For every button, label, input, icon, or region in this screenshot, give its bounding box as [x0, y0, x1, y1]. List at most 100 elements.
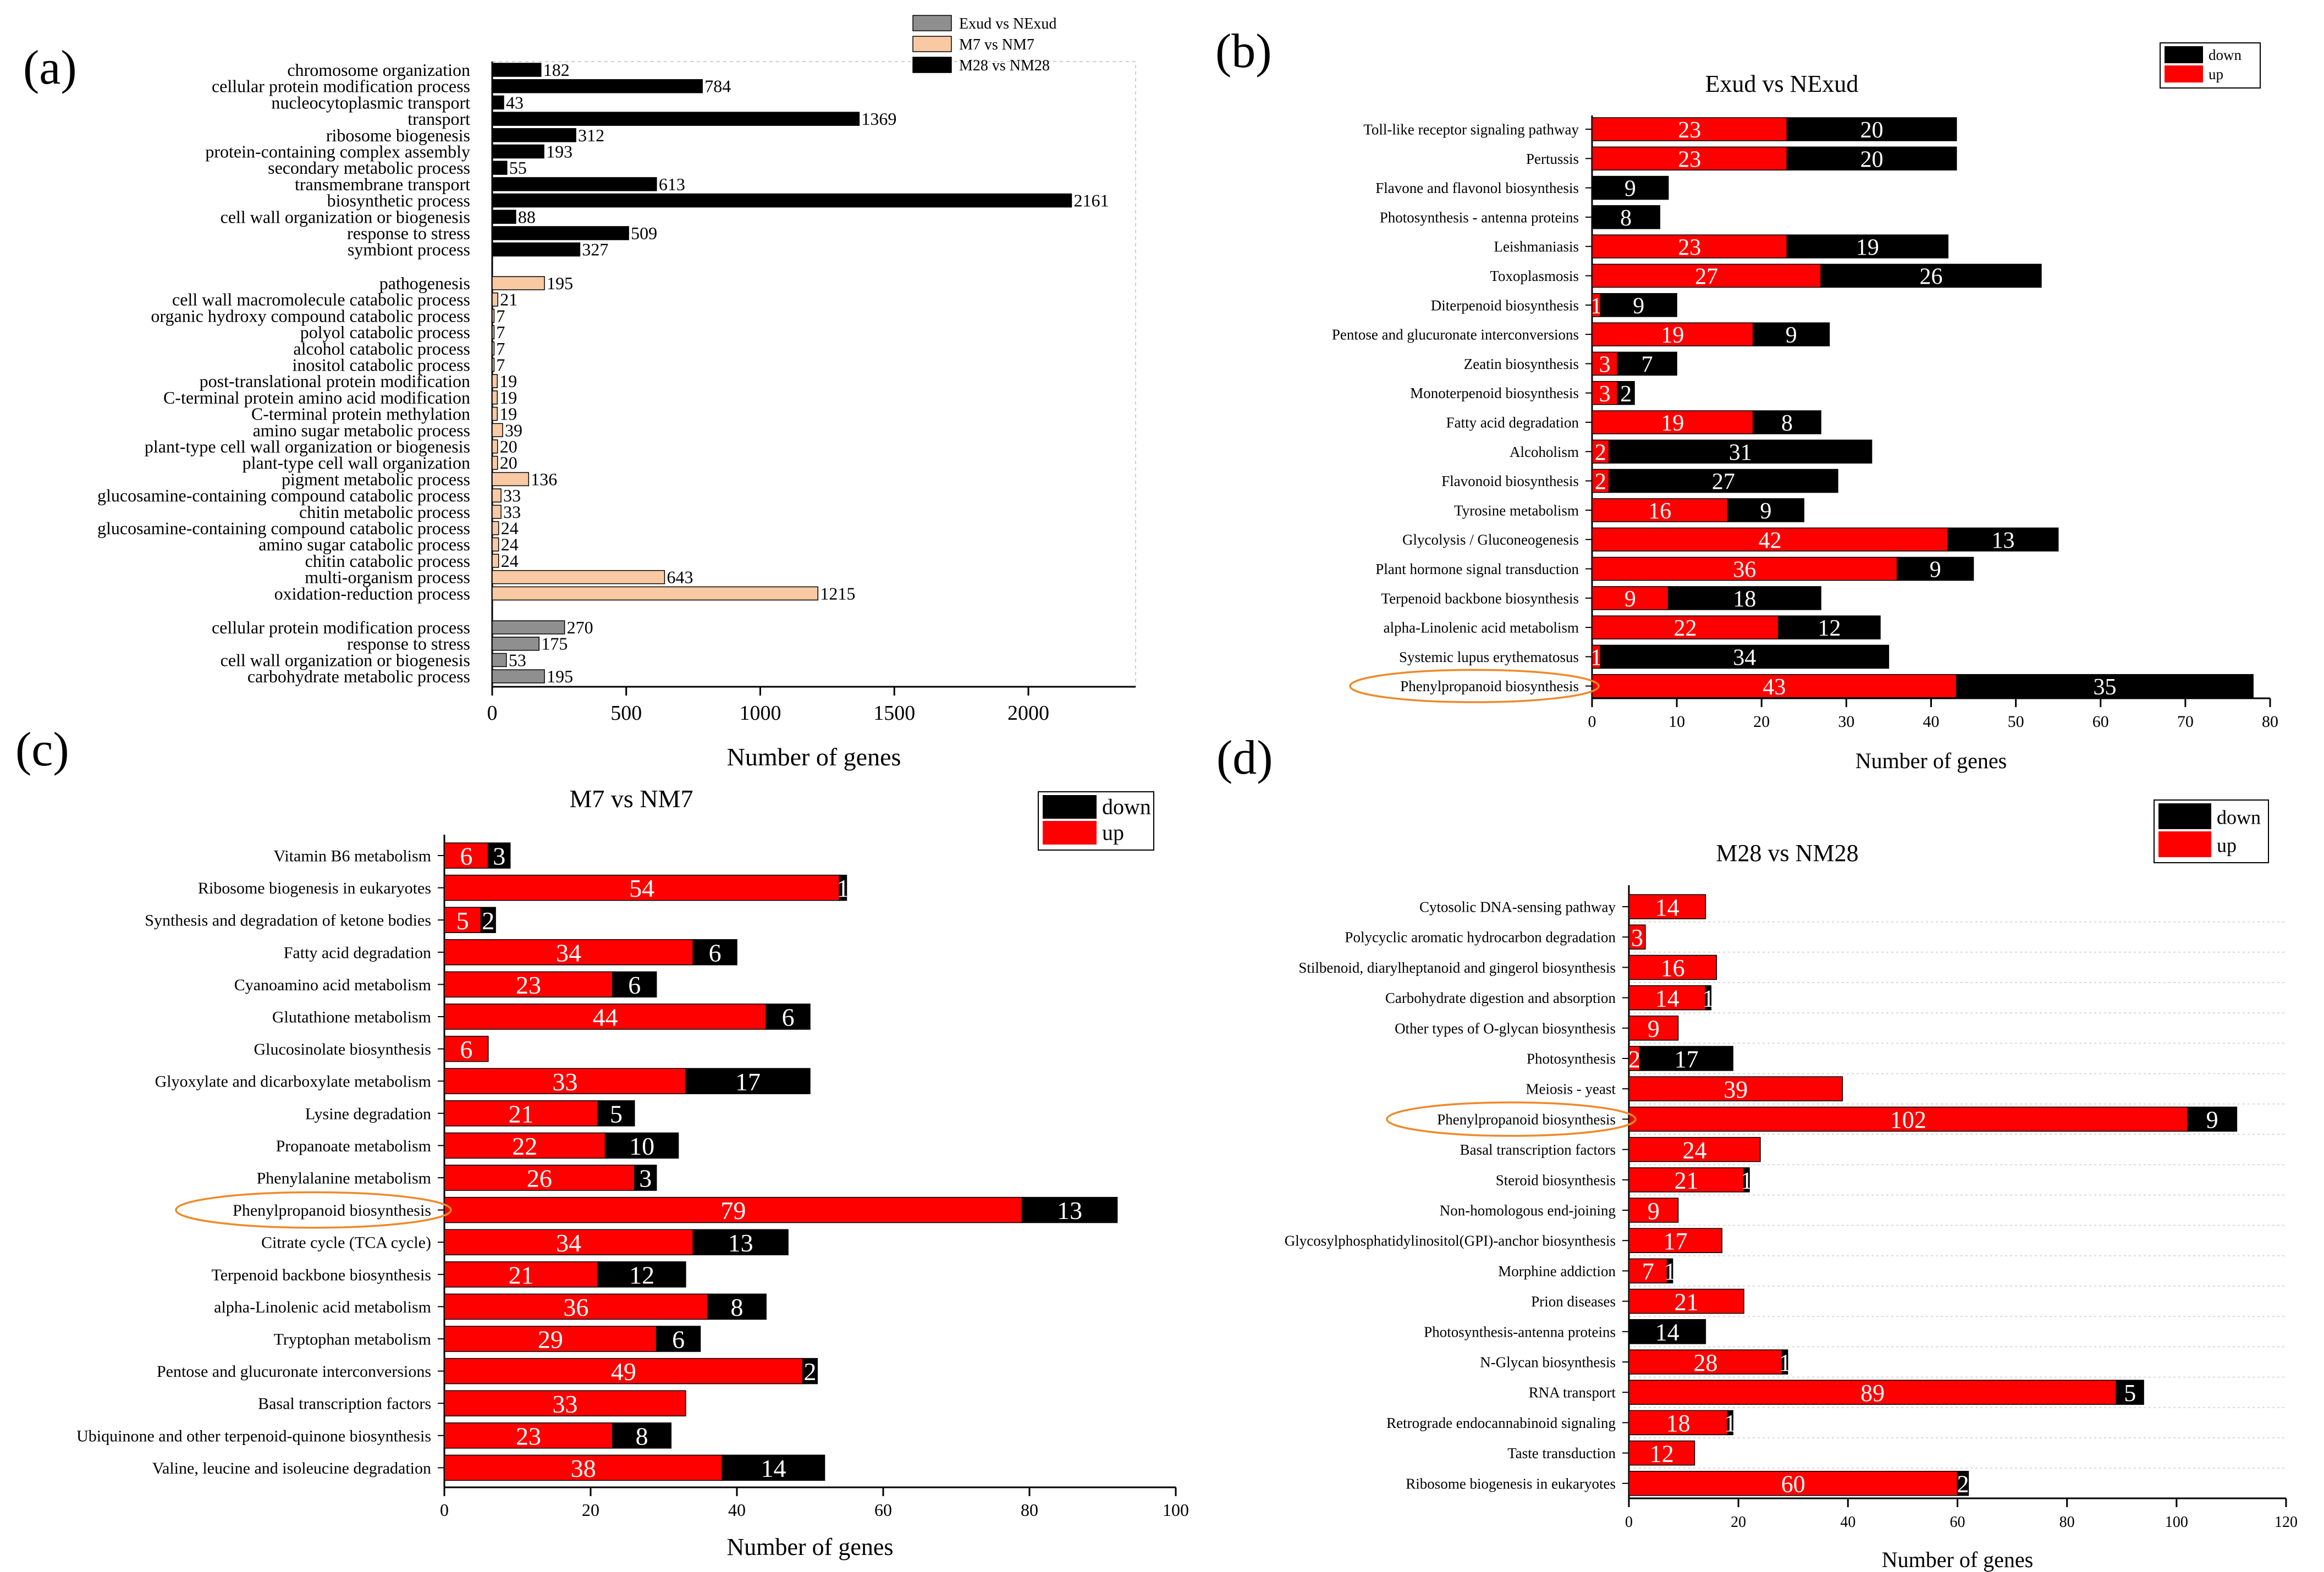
panel-b-bar-up-value: 16	[1648, 499, 1671, 524]
panel-b-x-tick-label: 0	[1588, 713, 1596, 731]
panel-a-bar	[492, 357, 495, 372]
panel-a-bar	[492, 63, 542, 77]
panel-a-bar	[492, 161, 508, 175]
panel-d-category-label: Ribosome biogenesis in eukaryotes	[1406, 1475, 1616, 1492]
panel-c-bar-down	[802, 1358, 818, 1385]
panel-b-bar-down	[1778, 615, 1881, 639]
panel-d-bar-up-value: 21	[1675, 1167, 1699, 1194]
panel-c-bar-down-value: 6	[628, 971, 641, 999]
panel-c-bar-up-value: 36	[563, 1293, 588, 1321]
panel-b-category-label: Diterpenoid biosynthesis	[1431, 297, 1579, 313]
panel-d-bar-up	[1628, 1016, 1679, 1041]
panel-b-legend-label: down	[2209, 47, 2242, 63]
panel-d-title: M28 vs NM28	[1716, 840, 1858, 867]
panel-d-category-label: Other types of O-glycan biosynthesis	[1395, 1020, 1616, 1036]
panel-c-bar-up	[444, 1422, 613, 1449]
panel-b-bar-up	[1591, 615, 1779, 639]
panel-a-category-label: response to stress	[347, 634, 470, 654]
panel-d-bar-up-value: 7	[1642, 1258, 1654, 1285]
panel-a-bar	[492, 276, 545, 290]
panel-b-x-tick-label: 70	[2177, 713, 2194, 731]
panel-a-x-tick-label: 1500	[873, 702, 915, 725]
panel-b-bar-up-value: 42	[1759, 528, 1782, 553]
panel-b-category-label: Tyrosine metabolism	[1454, 502, 1579, 519]
panel-c-category-label: Glyoxylate and dicarboxylate metabolism	[155, 1073, 431, 1091]
panel-c-bar-up-value: 38	[571, 1454, 596, 1482]
panel-a-bar-value: 7	[496, 355, 505, 375]
panel-b-bar-up-value: 19	[1661, 323, 1684, 348]
panel-d-legend-label: down	[2217, 807, 2261, 829]
panel-a-category-label: oxidation-reduction process	[274, 583, 470, 603]
panel-a-bar-value: 55	[509, 158, 527, 178]
panel-a-category-label: cell wall organization or biogenesis	[221, 207, 470, 227]
panel-a-category-label: chitin metabolic process	[299, 502, 470, 522]
panel-c-category-label: Ribosome biogenesis in eukaryotes	[198, 879, 431, 897]
panel-b-bar-down	[1786, 117, 1957, 141]
panel-c-category-label: Pentose and glucuronate interconversions	[157, 1363, 431, 1381]
panel-b-bar-up-value: 1	[1590, 294, 1602, 319]
panel-b-category-label: Phenylpropanoid biosynthesis	[1400, 678, 1579, 694]
panel-c-bar-down	[612, 971, 657, 998]
panel-d-category-label: Stilbenoid, diarylheptanoid and gingerol…	[1298, 959, 1616, 976]
panel-d-bar-down-value: 5	[2124, 1380, 2136, 1406]
panel-b-bar-up	[1591, 117, 1788, 141]
panel-d-category-label: Meiosis - yeast	[1526, 1081, 1616, 1097]
panel-a-bar-value: 33	[503, 502, 521, 522]
panel-b-bar-down-value: 9	[1930, 558, 1941, 583]
panel-a-category-label: amino sugar metabolic process	[253, 420, 470, 440]
panel-b-bar-down	[1600, 644, 1890, 669]
panel-c-category-label: Ubiquinone and other terpenoid-quinone b…	[76, 1427, 431, 1445]
panel-b-label: (b)	[1215, 25, 1272, 78]
panel-b-category-label: alpha-Linolenic acid metabolism	[1384, 620, 1579, 636]
panel-d-highlight-ellipse	[1386, 1101, 1637, 1137]
panel-a-category-label: protein-containing complex assembly	[205, 142, 470, 162]
panel-b-x-tick-label: 10	[1668, 713, 1685, 731]
panel-d-x-axis-label: Number of genes	[1882, 1547, 2033, 1572]
panel-a-category-label: post-translational protein modification	[200, 371, 470, 391]
panel-c-bar-up-value: 34	[556, 1229, 581, 1257]
panel-c-bar-up-value: 6	[460, 1035, 472, 1063]
panel-a-category-label: amino sugar catabolic process	[258, 534, 470, 554]
panel-c-category-label: Glucosinolate biosynthesis	[254, 1040, 431, 1058]
panel-d-bar-down-value: 1	[1702, 985, 1714, 1012]
panel-d-bar-down-value: 1	[1741, 1167, 1753, 1194]
panel-b-x-tick-label: 80	[2262, 713, 2278, 731]
panel-c-category-label: Glutathione metabolism	[272, 1008, 431, 1027]
panel-a-bar-value: 20	[500, 453, 517, 473]
panel-d-bar-up	[1628, 1137, 1761, 1162]
panel-a-legend-swatch	[912, 36, 952, 52]
panel-c-category-label: Lysine degradation	[305, 1105, 431, 1123]
panel-b-bar-down-value: 18	[1733, 587, 1756, 612]
panel-a-bar-value: 327	[582, 240, 608, 260]
panel-a-bar	[492, 292, 498, 307]
panel-c-bar-up-value: 34	[556, 939, 581, 967]
panel-c-bar-down	[707, 1293, 767, 1320]
panel-b-bar-up-value: 19	[1661, 411, 1684, 436]
panel-b-bar-down	[1609, 468, 1838, 493]
panel-a-bar	[492, 325, 495, 339]
panel-a-x-axis-label: Number of genes	[727, 743, 901, 771]
panel-c-x-axis-label: Number of genes	[726, 1534, 893, 1560]
panel-d-bar-down-value: 1	[1779, 1349, 1791, 1376]
panel-d-category-label: Retrograde endocannabinoid signaling	[1386, 1415, 1616, 1431]
panel-b-bar-up-value: 22	[1674, 616, 1697, 641]
panel-b-bar-down-value: 9	[1760, 499, 1771, 524]
panel-b-x-axis-label: Number of genes	[1855, 748, 2007, 773]
panel-b-bar-down	[1591, 205, 1661, 229]
panel-a-category-label: biosynthetic process	[327, 191, 470, 211]
panel-c-bar-up-value: 22	[512, 1132, 537, 1160]
panel-c-bar-up-value: 29	[538, 1326, 563, 1354]
panel-c-bar-up	[444, 1261, 599, 1288]
panel-b-bar-down	[1786, 234, 1949, 258]
panel-b-x-tick-label: 20	[1753, 713, 1770, 731]
panel-b-bar-down-value: 19	[1856, 235, 1879, 260]
panel-d-legend-swatch	[2158, 831, 2211, 857]
panel-d-bar-down	[1666, 1258, 1673, 1284]
panel-d-bar-up-value: 24	[1683, 1137, 1707, 1163]
panel-b-bar-down-value: 27	[1712, 470, 1735, 495]
panel-c-bar-up	[444, 874, 840, 901]
panel-b-bar-up	[1591, 556, 1898, 581]
panel-a-bar	[492, 209, 516, 224]
